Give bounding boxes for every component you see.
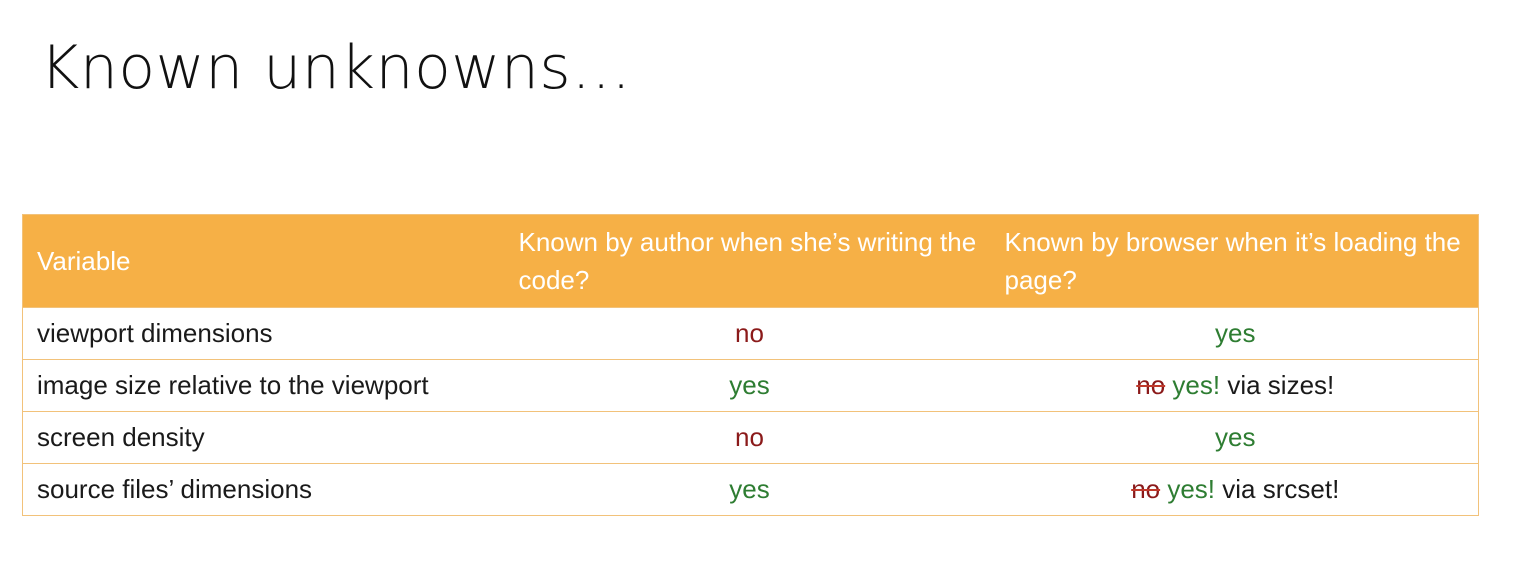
author-cell: no [506,307,993,360]
browser-cell: no yes! via sizes! [992,359,1479,412]
table-row: viewport dimensions no yes [22,307,1479,360]
variable-cell: screen density [22,411,507,464]
answer-note: via sizes! [1227,370,1335,400]
answer-note: via srcset! [1222,474,1340,504]
answer-no: no [735,318,764,348]
struck-answer-no: no [1131,474,1161,504]
author-cell: yes [506,463,993,516]
variable-cell: viewport dimensions [22,307,507,360]
variable-cell: source files’ dimensions [22,463,507,516]
slide-title: Known unknowns… [40,33,632,103]
browser-cell: yes [992,411,1479,464]
browser-cell: yes [992,307,1479,360]
known-unknowns-table: Variable Known by author when she’s writ… [22,214,1479,516]
browser-cell: no yes! via srcset! [992,463,1479,516]
variable-cell: image size relative to the viewport [22,359,507,412]
table-row: source files’ dimensions yes no yes! via… [22,463,1479,516]
header-row: Variable Known by author when she’s writ… [22,214,1479,308]
author-cell: no [506,411,993,464]
header-known-by-browser: Known by browser when it’s loading the p… [992,214,1479,308]
table-row: screen density no yes [22,411,1479,464]
answer-no: no [735,422,764,452]
author-cell: yes [506,359,993,412]
table-row: image size relative to the viewport yes … [22,359,1479,412]
answer-yes: yes [1215,422,1256,452]
answer-yes-exclaim: yes! [1172,370,1221,400]
answer-yes: yes [1215,318,1256,348]
struck-answer-no: no [1136,370,1166,400]
header-variable: Variable [22,214,507,308]
table-body: viewport dimensions no yes image size re… [22,307,1479,516]
header-known-by-author: Known by author when she’s writing the c… [506,214,993,308]
answer-yes: yes [729,370,770,400]
table-header: Variable Known by author when she’s writ… [22,214,1479,308]
answer-yes: yes [729,474,770,504]
answer-yes-exclaim: yes! [1167,474,1216,504]
